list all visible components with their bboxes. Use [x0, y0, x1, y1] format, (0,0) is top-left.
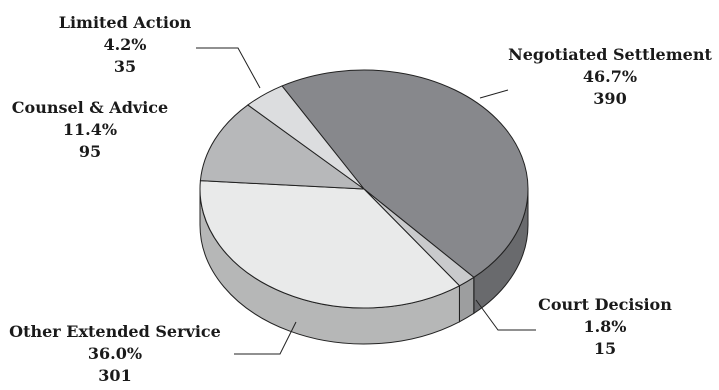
pie-slice-counsel-advice — [199, 104, 366, 190]
slice-name-negotiated-settlement: Negotiated Settlement — [508, 45, 712, 64]
leader-lines — [196, 47, 536, 355]
slice-percent-court-decision: 1.8% — [583, 317, 627, 336]
leader-line-court-decision — [475, 299, 536, 331]
slice-count-other-extended-service: 301 — [98, 366, 132, 385]
slice-label-counsel-advice: Counsel & Advice 11.4% 95 — [0, 97, 180, 163]
slice-percent-other-extended-service: 36.0% — [87, 344, 143, 363]
slice-label-negotiated-settlement: Negotiated Settlement 46.7% 390 — [505, 44, 715, 110]
leader-line-other-extended-service — [234, 321, 297, 355]
slice-count-limited-action: 35 — [113, 57, 137, 76]
slice-label-court-decision: Court Decision 1.8% 15 — [525, 294, 685, 360]
pie-slice-limited-action — [247, 85, 365, 190]
slice-name-other-extended-service: Other Extended Service — [9, 322, 221, 341]
slice-label-limited-action: Limited Action 4.2% 35 — [40, 12, 210, 78]
slice-percent-counsel-advice: 11.4% — [62, 120, 118, 139]
leader-line-limited-action — [196, 47, 261, 89]
slice-count-counsel-advice: 95 — [78, 142, 102, 161]
slice-percent-negotiated-settlement: 46.7% — [582, 67, 638, 86]
pie-slice-other-extended-service — [199, 180, 461, 309]
slice-count-court-decision: 15 — [593, 339, 617, 358]
pie-top-slices — [199, 69, 529, 309]
slice-percent-limited-action: 4.2% — [103, 35, 147, 54]
slice-name-court-decision: Court Decision — [538, 295, 672, 314]
slice-label-other-extended-service: Other Extended Service 36.0% 301 — [0, 321, 230, 387]
slice-count-negotiated-settlement: 390 — [593, 89, 627, 108]
pie-slice-negotiated-settlement — [281, 69, 529, 278]
slice-name-limited-action: Limited Action — [58, 13, 192, 32]
leader-line-negotiated-settlement — [479, 89, 509, 99]
slice-name-counsel-advice: Counsel & Advice — [11, 98, 169, 117]
